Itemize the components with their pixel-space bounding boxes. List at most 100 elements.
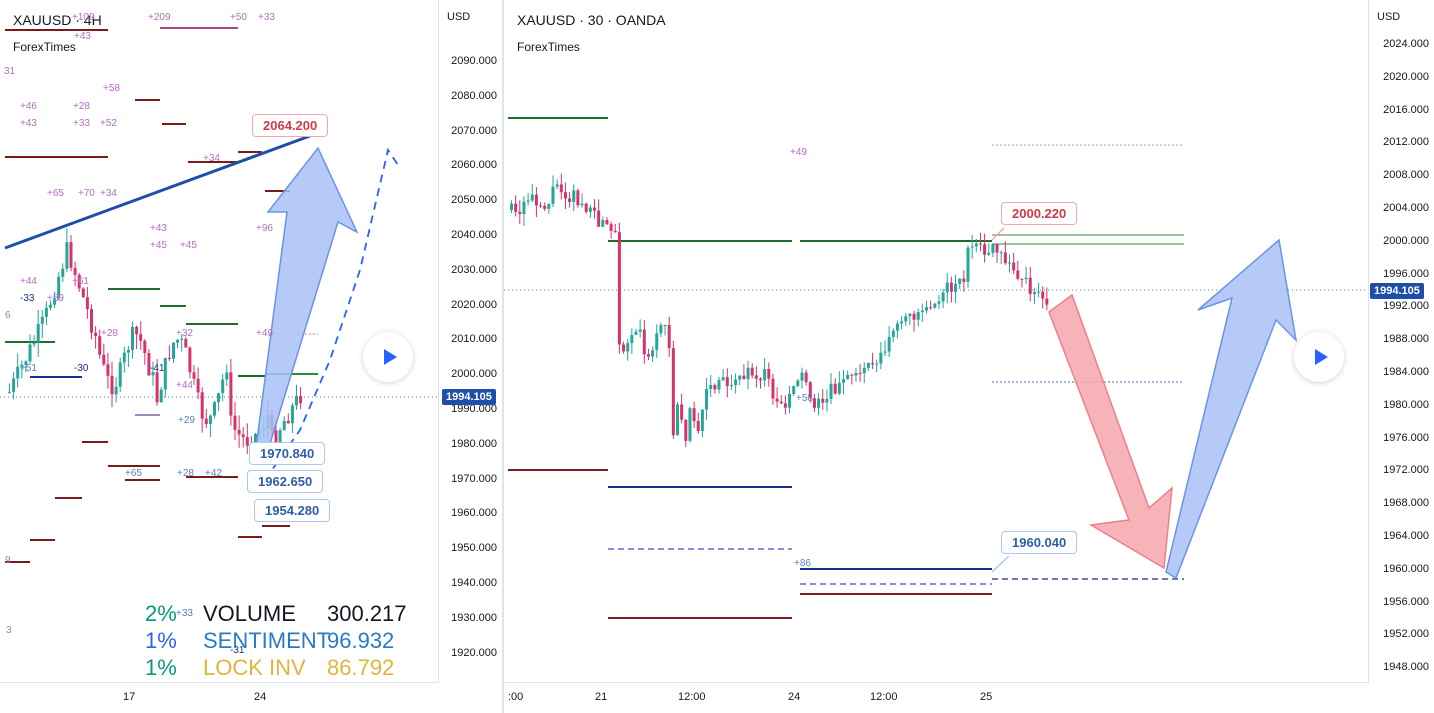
left-price-tick: 2020.000 <box>451 298 497 311</box>
play-replay-button[interactable] <box>363 332 413 382</box>
candle-body <box>833 383 837 394</box>
left-chart-pane[interactable]: XAUUSD · 4H ForexTimes +109 +43 +209 +50 +33… <box>0 0 502 713</box>
candle-body <box>601 219 605 227</box>
callout-pointer <box>991 227 1005 241</box>
level-label: +46 <box>20 101 37 112</box>
candle-body <box>696 421 700 432</box>
level-label: +33 <box>258 12 275 23</box>
candle-body <box>966 247 970 282</box>
candle-body <box>954 283 958 292</box>
candle-body <box>962 278 966 282</box>
candle-body <box>1045 298 1049 305</box>
stat-percent: 1% <box>145 628 177 653</box>
candle-body <box>987 252 991 255</box>
candle-body <box>763 369 767 381</box>
candle-body <box>974 243 978 247</box>
candle-body <box>1041 291 1045 299</box>
level-label: +109 <box>72 12 95 23</box>
candle-body <box>274 430 278 443</box>
candle-body <box>580 203 584 206</box>
left-price-tick: 1930.000 <box>451 611 497 624</box>
candle-body <box>684 419 688 441</box>
left-price-tick: 2010.000 <box>451 333 497 346</box>
right-chart-pane[interactable]: XAUUSD · 30 · OANDA ForexTimes +49 +58 +… <box>502 0 1434 713</box>
time-label: 25 <box>980 691 993 703</box>
candle-body <box>891 330 895 337</box>
play-replay-button[interactable] <box>1294 332 1344 382</box>
candle-body <box>551 186 555 204</box>
candle-body <box>680 404 684 420</box>
candle-body <box>278 430 282 443</box>
level-label: -33 <box>20 293 35 304</box>
level-label: +43 <box>74 31 91 42</box>
candle-body <box>1028 277 1032 295</box>
right-price-tick: 1996.000 <box>1383 267 1429 280</box>
right-price-axis[interactable]: USD 2024.000 2020.000 2016.000 2012.000 2008… <box>1368 0 1434 683</box>
candle-body <box>290 405 294 424</box>
candle-body <box>613 230 617 233</box>
candle-body <box>98 336 102 355</box>
top-target-callout: 2000.220 <box>1001 202 1078 225</box>
candle-body <box>1024 277 1028 280</box>
candle-body <box>659 325 663 334</box>
candle-body <box>617 232 621 345</box>
candle-body <box>122 352 126 363</box>
candle-body <box>139 334 143 341</box>
candle-body <box>920 310 924 313</box>
candle-body <box>688 408 692 441</box>
right-price-tick: 1980.000 <box>1383 398 1429 411</box>
level-label: +58 <box>103 83 120 94</box>
right-price-tick: 1972.000 <box>1383 464 1429 477</box>
candle-body <box>609 224 613 231</box>
level-label: +86 <box>794 558 811 569</box>
left-price-tick: 2060.000 <box>451 159 497 172</box>
candle-body <box>1016 270 1020 279</box>
candle-body <box>518 211 522 214</box>
candle-body <box>754 375 758 379</box>
candle-body <box>933 303 937 308</box>
candle-body <box>916 312 920 320</box>
candle-body <box>705 389 709 410</box>
candle-body <box>858 372 862 374</box>
candle-body <box>221 379 225 394</box>
candle-body <box>143 340 147 354</box>
candle-body <box>925 307 928 311</box>
candle-body <box>28 344 32 362</box>
candle-body <box>750 367 754 376</box>
candle-body <box>667 325 671 349</box>
level-label: +65 <box>47 188 64 199</box>
left-price-axis[interactable]: USD 2090.000 2080.000 2070.000 2060.000 2050… <box>438 0 502 683</box>
left-time-axis[interactable]: 17 24 <box>0 682 438 713</box>
market-stats-panel: 2% VOLUME 300.217 1% SENTIMENT 96.932 1%… <box>145 600 407 681</box>
candle-body <box>106 364 110 376</box>
candle-body <box>850 374 854 376</box>
left-price-tick: 2080.000 <box>451 89 497 102</box>
right-chart-canvas[interactable] <box>504 0 1368 683</box>
projection-path <box>264 147 401 481</box>
candle-body <box>646 354 650 357</box>
left-chart-canvas[interactable] <box>0 0 438 683</box>
candle-body <box>862 367 866 374</box>
level-label: +34 <box>203 153 220 164</box>
candle-body <box>563 192 567 199</box>
level-label: +58 <box>796 393 813 404</box>
candle-body <box>767 369 771 379</box>
level-label: 3 <box>6 625 12 636</box>
level-label: +61 <box>72 276 89 287</box>
left-last-price-tag: 1994.105 <box>442 389 496 405</box>
candle-body <box>81 288 85 298</box>
candle-body <box>821 398 825 403</box>
level-label: +96 <box>256 223 273 234</box>
left-price-tick: 2030.000 <box>451 263 497 276</box>
right-price-tick: 1968.000 <box>1383 497 1429 510</box>
left-price-tick: 2090.000 <box>451 55 497 67</box>
candle-body <box>991 244 995 253</box>
candle-body <box>510 203 513 210</box>
candle-body <box>61 268 65 277</box>
candle-body <box>875 363 879 365</box>
bearish-arrow <box>1048 293 1173 570</box>
right-time-axis[interactable]: :00 21 12:00 24 12:00 25 <box>504 682 1368 713</box>
candle-body <box>804 372 808 383</box>
left-price-tick: 1920.000 <box>451 646 497 659</box>
candle-body <box>642 329 646 355</box>
